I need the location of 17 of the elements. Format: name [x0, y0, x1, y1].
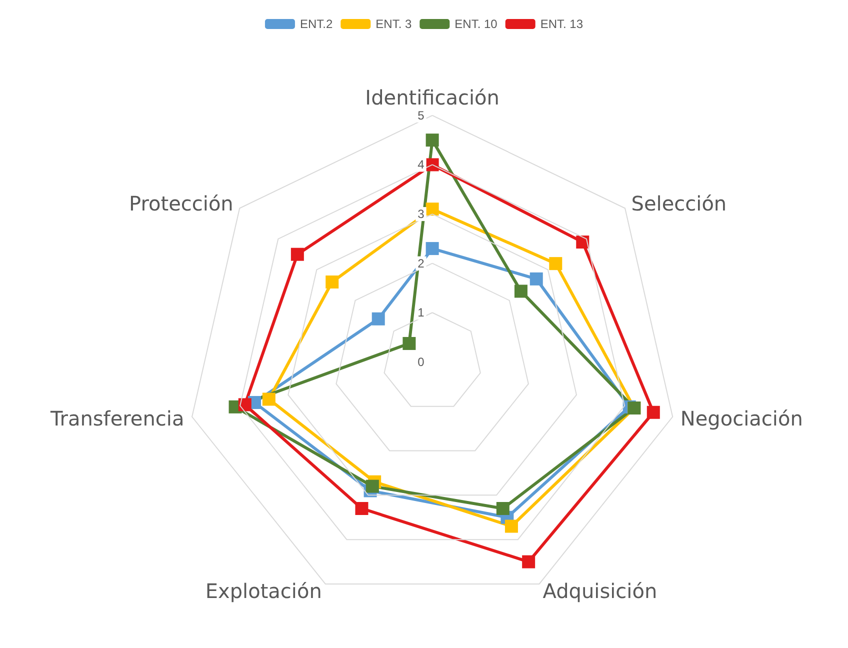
legend-label: ENT.2	[300, 17, 333, 31]
spoke-label: Transferencia	[49, 406, 184, 431]
legend-label: ENT. 13	[540, 17, 584, 31]
spoke-label: Adquisición	[542, 579, 658, 604]
y-tick-label: 4	[418, 158, 425, 172]
spoke-label: Selección	[631, 191, 727, 216]
y-tick-label: 0	[418, 354, 425, 369]
y-tick-label: 1	[418, 306, 425, 320]
y-tick-label: 5	[418, 108, 425, 122]
spoke-label: Identificación	[365, 85, 500, 110]
legend-label: ENT. 3	[376, 17, 412, 31]
spoke-label: Protección	[129, 191, 234, 216]
spoke-label: Explotación	[205, 579, 322, 604]
spoke-label: Negociación	[680, 406, 803, 431]
y-tick-label: 3	[418, 207, 425, 222]
y-tick-label: 2	[418, 256, 425, 270]
legend-label: ENT. 10	[454, 17, 498, 31]
